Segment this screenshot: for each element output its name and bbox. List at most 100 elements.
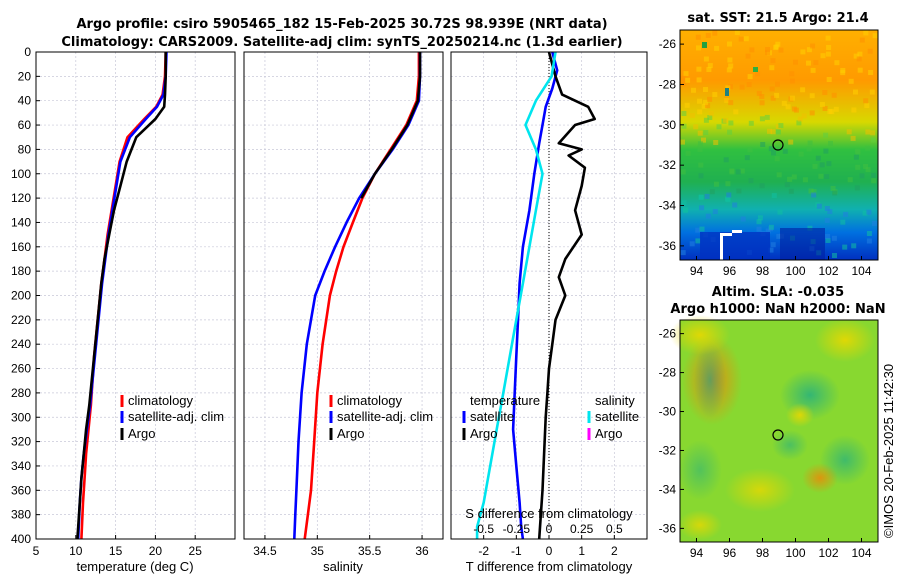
sst-pixel [802,177,808,183]
sst-pixel [826,45,832,50]
sst-pixel [699,226,705,232]
sst-pixel [811,192,817,198]
sst-pixel [789,95,795,101]
sst-pixel [865,167,871,173]
sst-pixel [685,77,691,83]
sst-pixel [680,139,685,145]
sst-pixel [765,228,771,234]
sst-pixel [757,215,763,221]
sst-pixel [857,51,863,57]
sst-pixel [843,211,849,217]
sst-pixel [872,33,878,39]
salinity-legend: climatology satellite-adj. clim Argo [329,393,433,441]
sst-pixel [727,57,733,63]
lat-tick-label: -28 [659,77,677,91]
sst-pixel [770,129,776,135]
sst-pixel [870,130,876,136]
sst-pixel [770,58,776,64]
lat-tick-label: -26 [659,37,677,51]
legend-t-argo: Argo [470,426,497,441]
sst-map-title: sat. SST: 21.5 Argo: 21.4 [687,11,868,26]
sst-pixel [778,47,784,53]
sst-pixel [819,102,825,107]
lon-tick-label: 104 [851,546,871,560]
sst-pixel [768,146,774,152]
sst-pixel [831,92,837,98]
sst-pixel [863,30,869,36]
x-tick-label: 2 [611,544,618,558]
sst-pixel [703,56,709,62]
sst-pixel [724,196,730,202]
sst-pixel [713,181,719,187]
sst-pixel [707,115,713,120]
sst-pixel [749,47,755,53]
sst-pixel [739,84,745,90]
sst-pixel [683,71,689,77]
sst-pixel [871,178,877,184]
sst-pixel [855,164,861,170]
sst-pixel [697,146,703,152]
sst-pixel [723,157,729,163]
depth-tick-label: 260 [11,362,31,376]
lon-tick-label: 96 [723,546,737,560]
sst-pixel [709,189,715,195]
x-tick-label: 35 [311,544,325,558]
legend-climatology: climatology [128,393,194,408]
sst-pixel [824,217,830,223]
sst-pixel [832,253,837,258]
sst-pixel [756,226,762,232]
x-tick-label: 20 [149,544,163,558]
sst-pixel [691,87,696,93]
sst-pixel [871,172,877,178]
sst-pixel [681,123,687,129]
sst-pixel [764,114,770,120]
sst-pixel [696,77,702,83]
sst-pixel [747,147,753,153]
sst-pixel [769,86,775,92]
sst-pixel [776,172,782,178]
top-tick-label: 0 [546,522,553,536]
sst-pixel [866,238,872,244]
sst-pixel [696,45,701,51]
temperature-x-label: temperature (deg C) [76,559,193,574]
sst-pixel [697,130,703,136]
top-tick-label: 0.5 [606,522,623,536]
series-line-salinity-satellite [475,51,557,539]
sst-pixel [697,98,702,104]
lon-tick-label: 102 [818,264,838,278]
sst-pixel [833,106,839,112]
sst-pixel [770,95,776,101]
top-tick-label: -0.5 [473,522,494,536]
sst-pixel [859,37,865,43]
sst-pixel [834,60,840,66]
sst-pixel [707,96,713,102]
sst-pixel [696,66,702,72]
sst-pixel [705,32,711,38]
lat-tick-label: -34 [659,199,677,213]
sst-pixel [765,50,771,56]
lon-tick-label: 96 [723,264,737,278]
sst-pixel [748,120,754,126]
depth-tick-label: 20 [18,69,32,83]
sst-map-panel: sat. SST: 21.5 Argo: 21.4 94 96 98 100 102 10… [659,11,879,278]
sst-pixel [760,142,766,147]
sla-map-title-line2: Argo h1000: NaN h2000: NaN [670,302,885,317]
lon-tick-label: 104 [851,264,871,278]
sst-pixel [806,47,812,53]
sst-pixel [862,210,868,216]
sst-pixel [695,238,701,244]
depth-tick-label: 80 [18,142,32,156]
sst-pixel [729,169,735,175]
sst-pixel [824,174,830,180]
sst-pixel [713,140,719,145]
sst-pixel [866,231,872,236]
argo-location-marker-sla [772,429,784,441]
sst-pixel [791,174,797,180]
depth-tick-label: 140 [11,215,31,229]
depth-tick-label: 280 [11,386,31,400]
sst-pixel [847,177,853,183]
sst-pixel [697,141,703,147]
sst-pixel [747,74,753,80]
sst-pixel [698,194,704,200]
sst-pixel [773,44,779,50]
